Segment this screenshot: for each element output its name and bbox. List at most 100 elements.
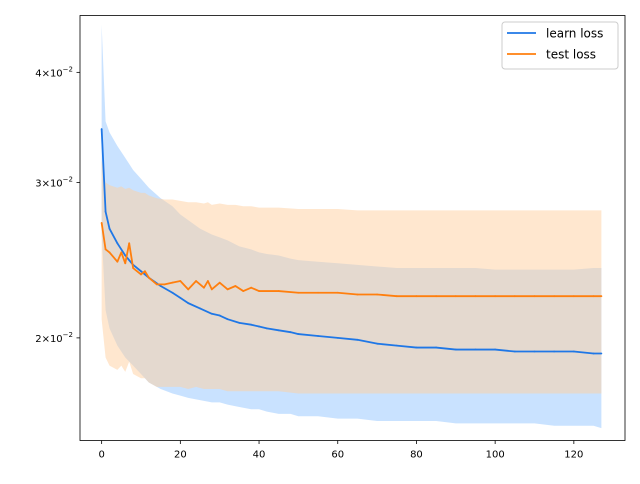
learn-loss-point xyxy=(104,210,107,213)
learn-loss-point xyxy=(124,254,127,257)
learn-loss-point xyxy=(356,338,359,341)
learn-loss-point xyxy=(116,242,119,245)
test-loss-point xyxy=(258,290,260,292)
learn-loss-point xyxy=(572,350,575,353)
test-loss-point xyxy=(592,295,595,298)
test-loss-point xyxy=(140,273,142,276)
y-tick-label: 4×10−2 xyxy=(35,65,73,79)
series-lines xyxy=(100,128,603,355)
test-loss-point xyxy=(494,295,497,298)
test-loss-point xyxy=(147,276,150,279)
test-loss-point xyxy=(132,267,135,269)
learn-loss-point xyxy=(187,302,190,305)
confidence-bands xyxy=(101,24,602,429)
learn-loss-point xyxy=(226,318,229,321)
x-axis: 0 20 40 60 80 100 120 xyxy=(98,440,583,461)
y-tick-label: 2×10−2 xyxy=(35,331,73,345)
learn-loss-point xyxy=(533,350,536,353)
test-loss-point xyxy=(144,270,146,273)
learn-loss-point xyxy=(317,335,319,337)
learn-loss-point xyxy=(258,325,260,328)
test-loss-point xyxy=(297,291,300,294)
y-tick-label: 3×10−2 xyxy=(35,176,73,190)
test-loss-point xyxy=(195,280,197,282)
test-loss-point xyxy=(100,222,103,224)
test-loss-point xyxy=(187,288,190,291)
x-tick-label: 120 xyxy=(564,450,583,461)
test-loss-point xyxy=(415,295,418,298)
test-loss-point xyxy=(435,295,438,298)
learn-loss-point xyxy=(266,327,268,330)
learn-loss-point xyxy=(474,348,477,351)
learn-loss-point xyxy=(277,329,280,332)
test-loss-point xyxy=(179,280,182,282)
test-loss-point xyxy=(336,291,339,294)
test-loss-point xyxy=(376,293,378,296)
test-loss-line xyxy=(100,222,602,298)
learn-loss-point xyxy=(592,352,595,355)
learn-loss-point xyxy=(199,307,201,310)
test-loss-point xyxy=(250,286,253,289)
test-loss-point xyxy=(553,295,556,298)
test-loss-point xyxy=(317,291,319,294)
test-loss-point xyxy=(210,288,213,291)
test-loss-point xyxy=(454,295,457,298)
test-loss-point xyxy=(163,283,166,286)
learn-loss-point xyxy=(435,346,438,349)
test-loss-point xyxy=(124,262,127,265)
test-loss-point xyxy=(533,295,536,298)
x-tick-label: 0 xyxy=(98,450,104,461)
test-loss-point xyxy=(218,281,221,284)
learn-loss-point xyxy=(454,348,457,351)
test-loss-point xyxy=(600,295,603,298)
test-loss-point xyxy=(277,290,280,292)
test-loss-point xyxy=(104,248,107,251)
test-loss-point xyxy=(356,293,359,296)
test-loss-point xyxy=(120,251,123,254)
x-tick-label: 40 xyxy=(253,450,266,461)
learn-loss-point xyxy=(297,333,300,335)
learn-loss-point xyxy=(395,344,398,347)
legend: learn loss test loss xyxy=(501,21,619,70)
learn-loss-point xyxy=(140,270,142,273)
test-loss-band xyxy=(101,160,602,394)
x-tick-label: 60 xyxy=(331,450,344,461)
learn-loss-legend-label: learn loss xyxy=(546,27,603,41)
learn-loss-point xyxy=(415,346,418,349)
y-axis: 2×10−2 3×10−2 4×10−2 xyxy=(35,65,80,345)
learn-loss-point xyxy=(289,331,292,334)
learn-loss-point xyxy=(179,297,182,299)
learn-loss-point xyxy=(238,321,241,324)
x-tick-label: 100 xyxy=(486,450,505,461)
test-loss-point xyxy=(242,290,245,292)
test-loss-point xyxy=(155,283,158,286)
learn-loss-point xyxy=(100,128,103,130)
learn-loss-point xyxy=(171,291,174,294)
x-tick-label: 20 xyxy=(174,450,187,461)
test-loss-point xyxy=(203,286,205,289)
test-loss-point xyxy=(226,288,229,291)
axes-frame xyxy=(79,15,626,441)
learn-loss-point xyxy=(210,312,213,315)
test-loss-point xyxy=(171,281,174,284)
learn-loss-point xyxy=(600,352,603,355)
test-loss-point xyxy=(206,280,209,282)
test-loss-point xyxy=(474,295,477,298)
learn-loss-point xyxy=(376,342,378,345)
test-loss-point xyxy=(395,295,398,298)
learn-loss-point xyxy=(218,314,221,317)
learn-loss-point xyxy=(250,323,253,326)
test-loss-point xyxy=(128,242,131,245)
test-loss-point xyxy=(108,251,111,254)
test-loss-point xyxy=(234,285,237,287)
learn-loss-point xyxy=(513,350,516,353)
test-loss-point xyxy=(116,260,119,263)
learn-loss-point xyxy=(159,285,162,287)
test-loss-point xyxy=(513,295,516,298)
learn-loss-point xyxy=(336,336,339,339)
test-loss-point xyxy=(572,295,575,298)
x-tick-label: 80 xyxy=(410,450,423,461)
learn-loss-point xyxy=(553,350,556,353)
